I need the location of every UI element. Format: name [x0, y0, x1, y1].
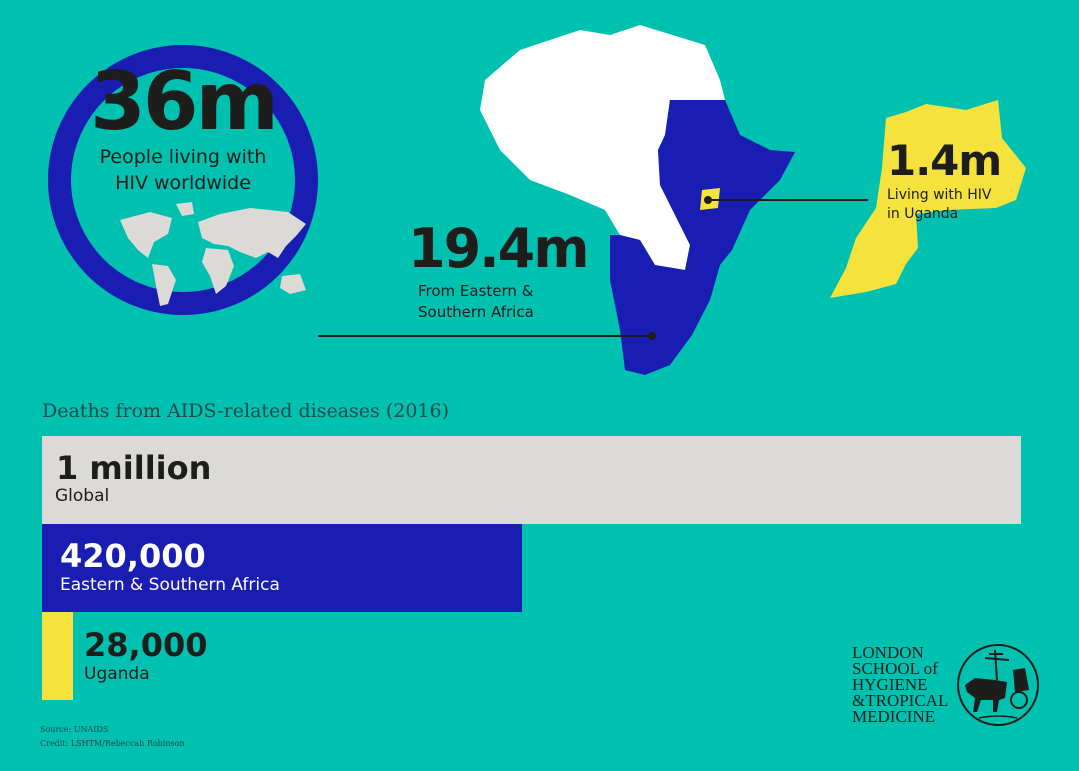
- bar-uganda: [42, 612, 73, 700]
- bar-esa: [42, 524, 522, 612]
- logo-line: LONDON: [852, 643, 924, 662]
- africa-map-icon: [480, 25, 795, 375]
- source-text: Source: UNAIDS: [40, 725, 109, 734]
- uganda-label: Living with HIV in Uganda: [887, 186, 991, 224]
- esa-label: From Eastern & Southern Africa: [418, 281, 534, 323]
- logo-line: &TROPICAL: [852, 691, 949, 710]
- uganda-label-line2: in Uganda: [887, 206, 959, 222]
- chart-title: Deaths from AIDS-related diseases (2016): [42, 400, 450, 422]
- world-value: 36m: [90, 55, 279, 148]
- connector-lines: [318, 199, 868, 337]
- bar-esa-label: Eastern & Southern Africa: [60, 575, 280, 595]
- esa-value: 19.4m: [408, 217, 590, 280]
- bar-uganda-label: Uganda: [84, 664, 150, 684]
- bar-esa-value: 420,000: [60, 537, 206, 575]
- world-label-line2: HIV worldwide: [115, 172, 251, 194]
- esa-label-line1: From Eastern &: [418, 282, 534, 300]
- world-label: People living with HIV worldwide: [48, 144, 318, 196]
- lshtm-logo-text: LONDON SCHOOL of HYGIENE &TROPICAL MEDIC…: [852, 643, 949, 726]
- esa-label-line2: Southern Africa: [418, 303, 534, 321]
- credit-text: Credit: LSHTM/Rebeccah Robinson: [40, 739, 185, 748]
- bar-global: [42, 436, 1021, 524]
- logo-line: HYGIENE: [852, 675, 928, 694]
- lshtm-crest-icon: [957, 644, 1039, 726]
- uganda-label-line1: Living with HIV: [887, 187, 992, 203]
- uganda-value: 1.4m: [887, 136, 1002, 185]
- world-map-icon: [120, 202, 306, 306]
- logo-line: SCHOOL of: [852, 659, 938, 678]
- bar-uganda-value: 28,000: [84, 626, 208, 664]
- bar-global-value: 1 million: [56, 449, 212, 487]
- world-label-line1: People living with: [99, 146, 267, 168]
- uganda-map-icon: [830, 100, 1026, 298]
- bar-global-label: Global: [55, 486, 110, 506]
- logo-line: MEDICINE: [852, 707, 936, 726]
